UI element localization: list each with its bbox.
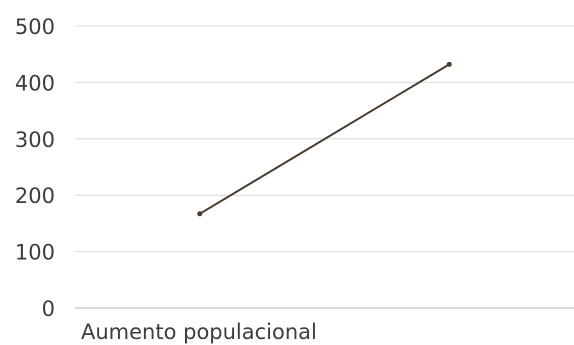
data-point-0-1 xyxy=(446,61,452,67)
y-axis-tick-labels: 0 100 200 300 400 500 xyxy=(15,15,55,321)
y-tick-label-400: 400 xyxy=(15,71,55,95)
data-point-0-0 xyxy=(197,211,203,217)
series-layer xyxy=(197,61,452,217)
y-tick-label-200: 200 xyxy=(15,184,55,208)
y-tick-label-300: 300 xyxy=(15,128,55,152)
x-tick-label-0: Aumento populacional xyxy=(81,320,317,344)
y-tick-label-100: 100 xyxy=(15,241,55,265)
y-tick-label-500: 500 xyxy=(15,15,55,39)
y-tick-label-0: 0 xyxy=(42,297,55,321)
x-axis-tick-labels: Aumento populacional xyxy=(81,320,317,344)
series-line-0 xyxy=(199,63,450,215)
